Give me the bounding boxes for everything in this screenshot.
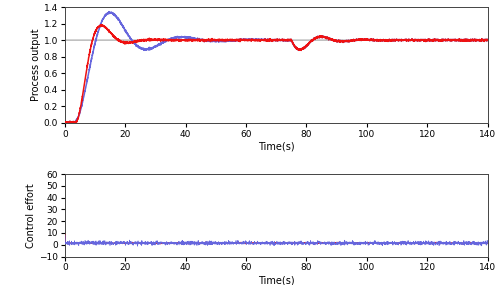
Y-axis label: Process output: Process output [31,28,41,101]
X-axis label: Time(s): Time(s) [258,141,294,151]
Y-axis label: Control effort: Control effort [26,183,36,248]
X-axis label: Time(s): Time(s) [258,275,294,285]
